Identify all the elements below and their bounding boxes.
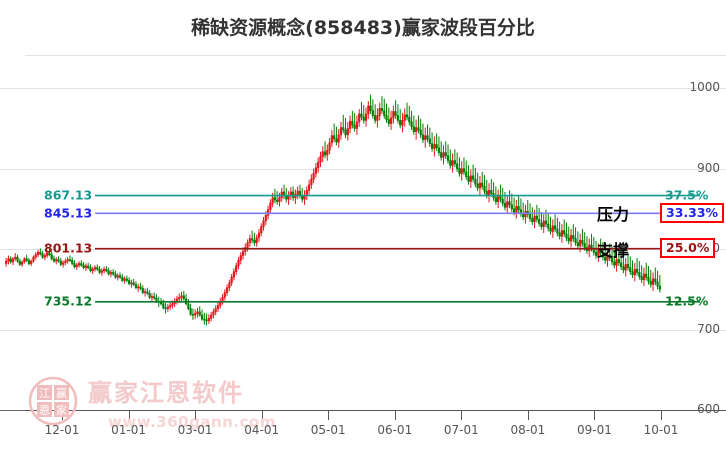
price-label-375: 867.13 xyxy=(44,187,93,203)
watermark-url: www.360gann.com xyxy=(108,413,276,431)
price-label-250: 801.13 xyxy=(44,240,93,256)
support-label: 支撑 xyxy=(597,241,630,261)
svg-text:恩: 恩 xyxy=(39,404,50,417)
x-axis-tick-09-01: 09-01 xyxy=(577,423,612,437)
x-axis-tick-07-01: 07-01 xyxy=(443,423,479,437)
page-title: 稀缺资源概念(858483)赢家波段百分比 xyxy=(191,17,535,39)
percent-label-125: 12.5% xyxy=(665,293,709,309)
price-label-3333: 845.13 xyxy=(44,205,93,221)
x-axis-tick-04-01: 04-01 xyxy=(244,423,280,437)
x-axis-tick-01-01: 01-01 xyxy=(111,423,146,437)
percent-label-250: 25.0% xyxy=(660,238,716,259)
x-axis-tick-03-01: 03-01 xyxy=(177,423,213,437)
percent-label-375: 37.5% xyxy=(665,187,709,203)
resistance-label: 压力 xyxy=(597,204,630,224)
watermark-seal: 江 赢 恩 家 xyxy=(28,376,78,431)
y-axis-tick-1000: 1000 xyxy=(689,80,720,95)
watermark-brand: 赢家江恩软件 xyxy=(88,379,244,407)
percent-label-3333: 33.33% xyxy=(660,202,725,223)
x-axis-tick-06-01: 06-01 xyxy=(377,423,413,437)
x-axis-tick-05-01: 05-01 xyxy=(310,423,346,437)
x-axis-tick-12-01: 12-01 xyxy=(44,423,80,437)
svg-text:家: 家 xyxy=(56,403,67,417)
x-axis-tick-10-01: 10-01 xyxy=(643,423,679,437)
y-axis-tick-600: 600 xyxy=(697,402,720,416)
x-axis-tick-08-01: 08-01 xyxy=(510,423,546,437)
y-axis-tick-900: 900 xyxy=(697,160,720,175)
price-label-125: 735.12 xyxy=(44,293,93,309)
y-axis-tick-700: 700 xyxy=(697,321,720,336)
svg-text:江: 江 xyxy=(39,387,50,400)
svg-text:赢: 赢 xyxy=(56,386,67,400)
